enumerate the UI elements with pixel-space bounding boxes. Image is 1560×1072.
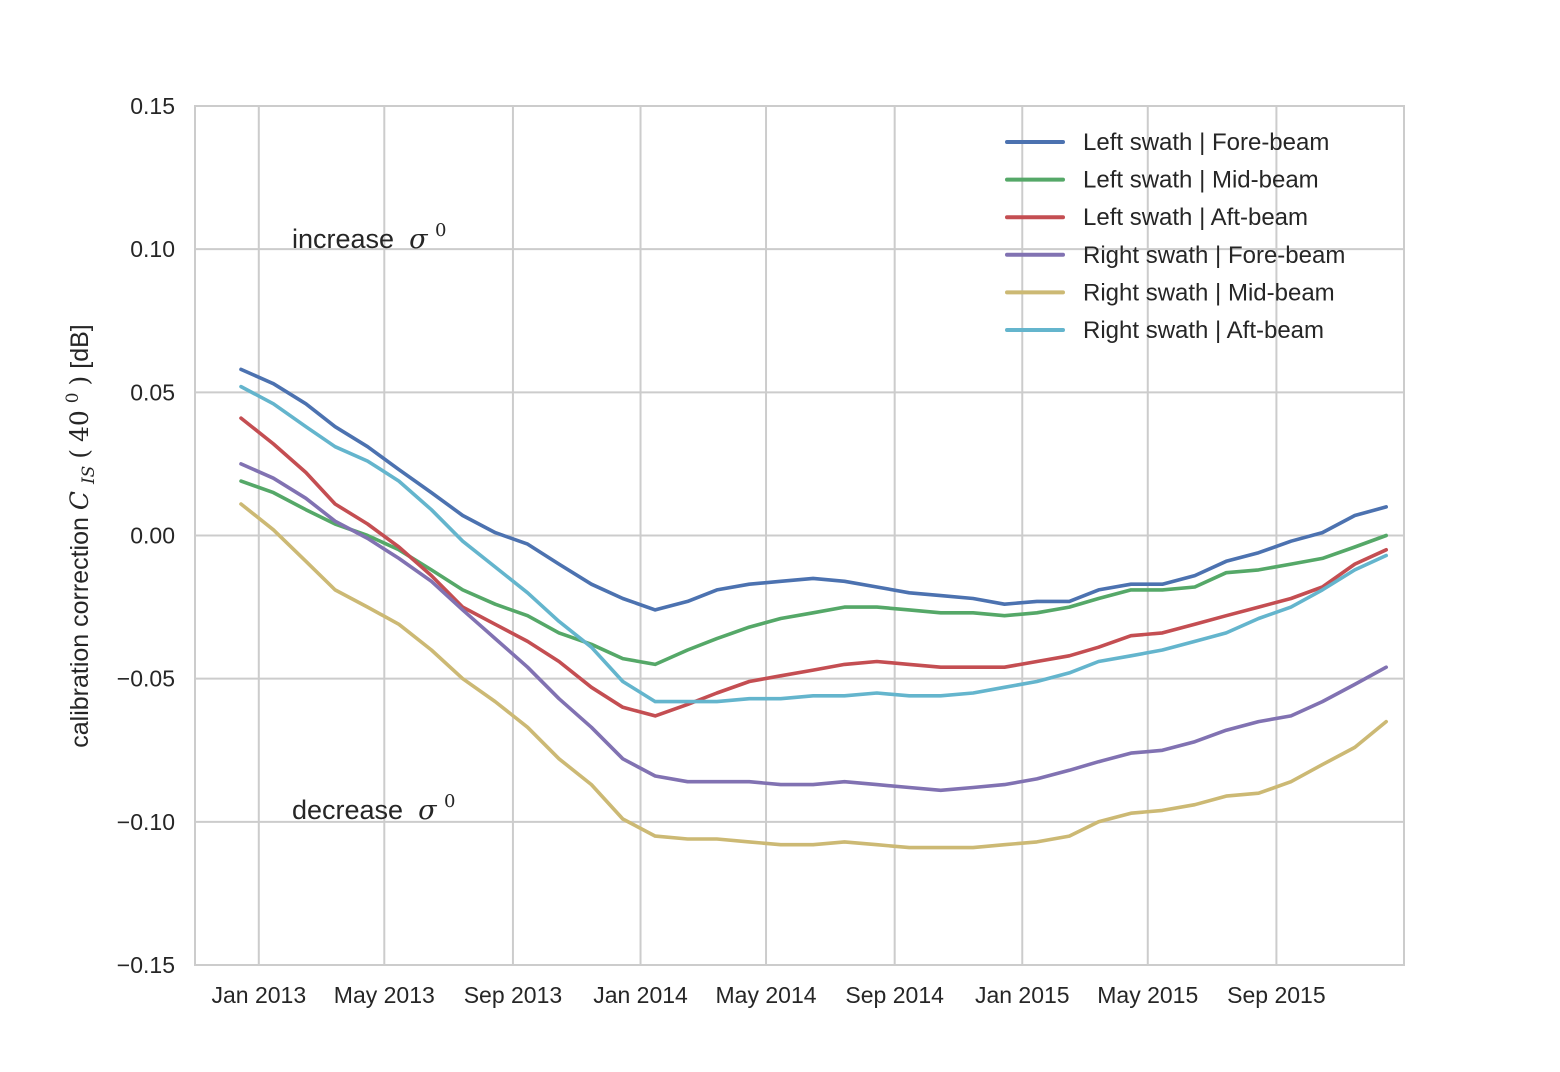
x-tick-label: Sep 2014 xyxy=(845,982,944,1008)
x-tick-label: Jan 2013 xyxy=(211,982,306,1008)
x-tick-label: May 2015 xyxy=(1097,982,1198,1008)
legend-label: Right swath | Aft-beam xyxy=(1083,317,1324,344)
x-tick-labels: Jan 2013 May 2013 Sep 2013 Jan 2014 May 2014… xyxy=(211,982,1325,1008)
y-tick-label: 0.10 xyxy=(130,236,175,262)
y-tick-labels: 0.15 0.10 0.05 0.00 −0.05 −0.10 −0.15 xyxy=(117,93,175,978)
legend-label: Left swath | Mid-beam xyxy=(1083,167,1319,194)
y-tick-label: −0.15 xyxy=(117,952,175,978)
legend-label: Right swath | Fore-beam xyxy=(1083,242,1345,269)
legend-label: Right swath | Mid-beam xyxy=(1083,279,1335,306)
annotation-decrease: decrease σ 0 xyxy=(292,791,456,826)
x-tick-label: Sep 2013 xyxy=(464,982,562,1008)
y-tick-label: 0.00 xyxy=(130,523,175,549)
grid xyxy=(195,105,1404,966)
x-tick-label: Sep 2015 xyxy=(1227,982,1325,1008)
legend: Left swath | Fore-beam Left swath | Mid-b… xyxy=(1005,129,1345,344)
series-lines xyxy=(239,367,1388,850)
y-tick-label: 0.15 xyxy=(130,93,175,119)
series-line xyxy=(239,416,1388,718)
series-line xyxy=(239,479,1388,667)
x-tick-label: May 2014 xyxy=(716,982,817,1008)
y-tick-label: −0.10 xyxy=(117,809,175,835)
y-tick-label: 0.05 xyxy=(130,379,175,405)
series-line xyxy=(239,384,1388,704)
x-tick-label: Jan 2014 xyxy=(593,982,688,1008)
x-tick-label: May 2013 xyxy=(334,982,435,1008)
series-line xyxy=(239,502,1388,850)
y-axis-label: calibration correction C IS ( 40 0 ) [dB… xyxy=(56,324,100,748)
y-tick-label: −0.05 xyxy=(117,666,175,692)
legend-label: Left swath | Fore-beam xyxy=(1083,129,1329,156)
legend-label: Left swath | Aft-beam xyxy=(1083,204,1308,231)
plot-frame xyxy=(194,105,1405,966)
series-line xyxy=(239,367,1388,612)
series-line xyxy=(239,462,1388,793)
annotation-increase: increase σ 0 xyxy=(292,220,446,255)
x-tick-label: Jan 2015 xyxy=(975,982,1070,1008)
